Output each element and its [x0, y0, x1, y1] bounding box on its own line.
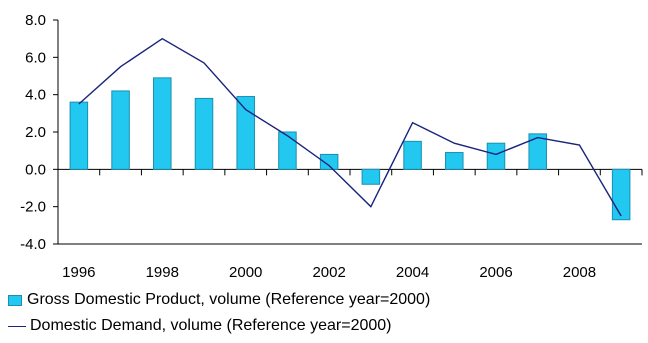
bar-2001 [278, 131, 297, 170]
bar-1999 [194, 97, 214, 170]
y-tick-label--2.0: -2.0 [20, 199, 46, 216]
bar-1998 [153, 77, 172, 170]
y-tick-label-8.0: 8.0 [25, 12, 46, 29]
legend-label-gdp: Gross Domestic Product, volume (Referenc… [27, 291, 431, 308]
legend-item-gdp: Gross Domestic Product, volume (Referenc… [8, 291, 430, 309]
legend-item-domestic-demand: Domestic Demand, volume (Reference year=… [8, 317, 392, 335]
bar-2009 [611, 168, 631, 221]
x-tick-label-2006: 2006 [479, 264, 512, 281]
y-tick-label-6.0: 6.0 [25, 49, 46, 66]
legend-line-swatch [8, 325, 26, 327]
chart: 8.0 6.0 4.0 2.0 0.0 -2.0 -4.0 1996 1998 2000 2002 2… [20, 12, 643, 281]
bar-2007 [528, 133, 547, 170]
y-tick-label-0.0: 0.0 [25, 161, 46, 178]
x-tick-label-1998: 1998 [146, 264, 179, 281]
bar-2003 [361, 168, 381, 185]
bar-2004 [403, 140, 422, 170]
x-tick-label-2002: 2002 [312, 264, 345, 281]
x-tick-label-2004: 2004 [396, 264, 429, 281]
bar-2002 [319, 153, 339, 170]
bar-2006 [486, 142, 506, 170]
x-tick-label-1996: 1996 [62, 264, 95, 281]
x-tick-label-2008: 2008 [563, 264, 596, 281]
bar-1997 [111, 90, 130, 170]
bar-1996 [69, 101, 89, 170]
line-domestic-demand [78, 37, 622, 217]
bar-2000 [236, 96, 255, 170]
y-tick-label-4.0: 4.0 [25, 87, 46, 104]
x-tick-label-2000: 2000 [229, 264, 262, 281]
bar-2005 [445, 152, 464, 170]
legend-bar-swatch [8, 294, 22, 306]
y-tick-label--4.0: -4.0 [20, 236, 46, 253]
y-tick-label-2.0: 2.0 [25, 124, 46, 141]
legend-label-domestic-demand: Domestic Demand, volume (Reference year=… [30, 317, 392, 334]
